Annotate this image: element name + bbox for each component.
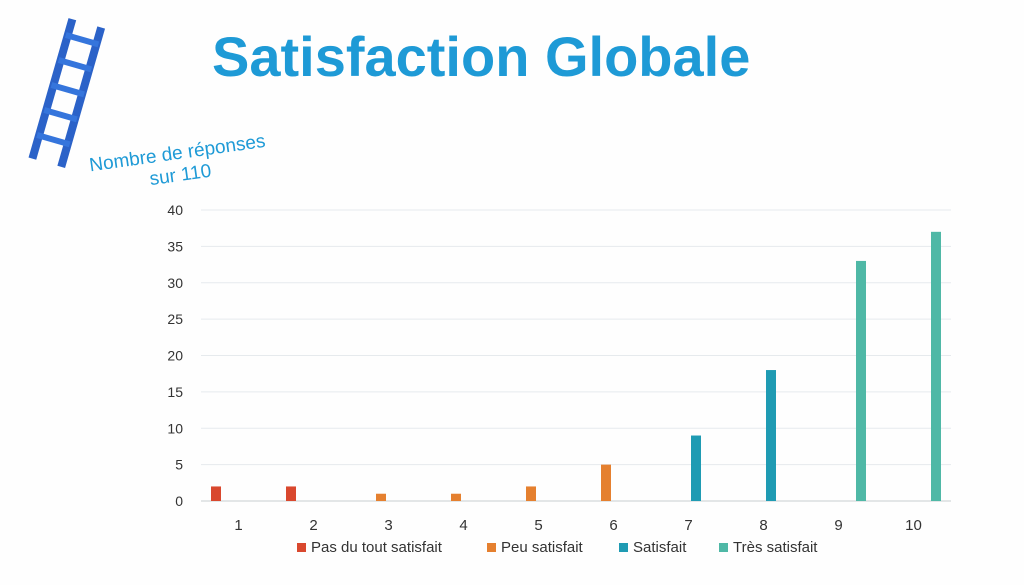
x-tick-label: 9 [834,517,842,534]
legend-swatch [619,543,628,552]
y-tick-label: 40 [167,202,183,218]
bar [376,493,386,501]
x-tick-label: 1 [234,517,242,534]
legend-swatch [487,543,496,552]
bar [451,493,461,501]
bar [691,435,701,501]
x-tick-label: 2 [309,517,317,534]
x-tick-label: 5 [534,517,542,534]
bar [856,260,866,501]
y-tick-label: 20 [167,348,183,364]
chart-title: Satisfaction Globale [212,25,751,88]
bar [766,370,776,501]
ladder-icon [28,18,106,168]
x-tick-label: 4 [459,517,467,534]
bar [211,486,221,501]
legend-label: Peu satisfait [501,539,584,556]
y-tick-label: 0 [175,493,183,509]
bar [931,231,941,501]
y-tick-label: 15 [167,384,183,400]
y-tick-label: 30 [167,275,183,291]
x-tick-label: 3 [384,517,392,534]
x-tick-label: 8 [759,517,767,534]
legend-swatch [297,543,306,552]
bar [601,464,611,501]
x-tick-label: 7 [684,517,692,534]
bar [286,486,296,501]
legend-swatch [719,543,728,552]
y-tick-label: 10 [167,420,183,436]
y-tick-label: 5 [175,457,183,473]
y-tick-label: 35 [167,238,183,254]
legend-label: Pas du tout satisfait [311,539,443,556]
legend-label: Très satisfait [733,539,818,556]
x-tick-label: 6 [609,517,617,534]
legend-label: Satisfait [633,539,687,556]
bar [526,486,536,501]
y-tick-label: 25 [167,311,183,327]
x-tick-label: 10 [905,517,922,534]
